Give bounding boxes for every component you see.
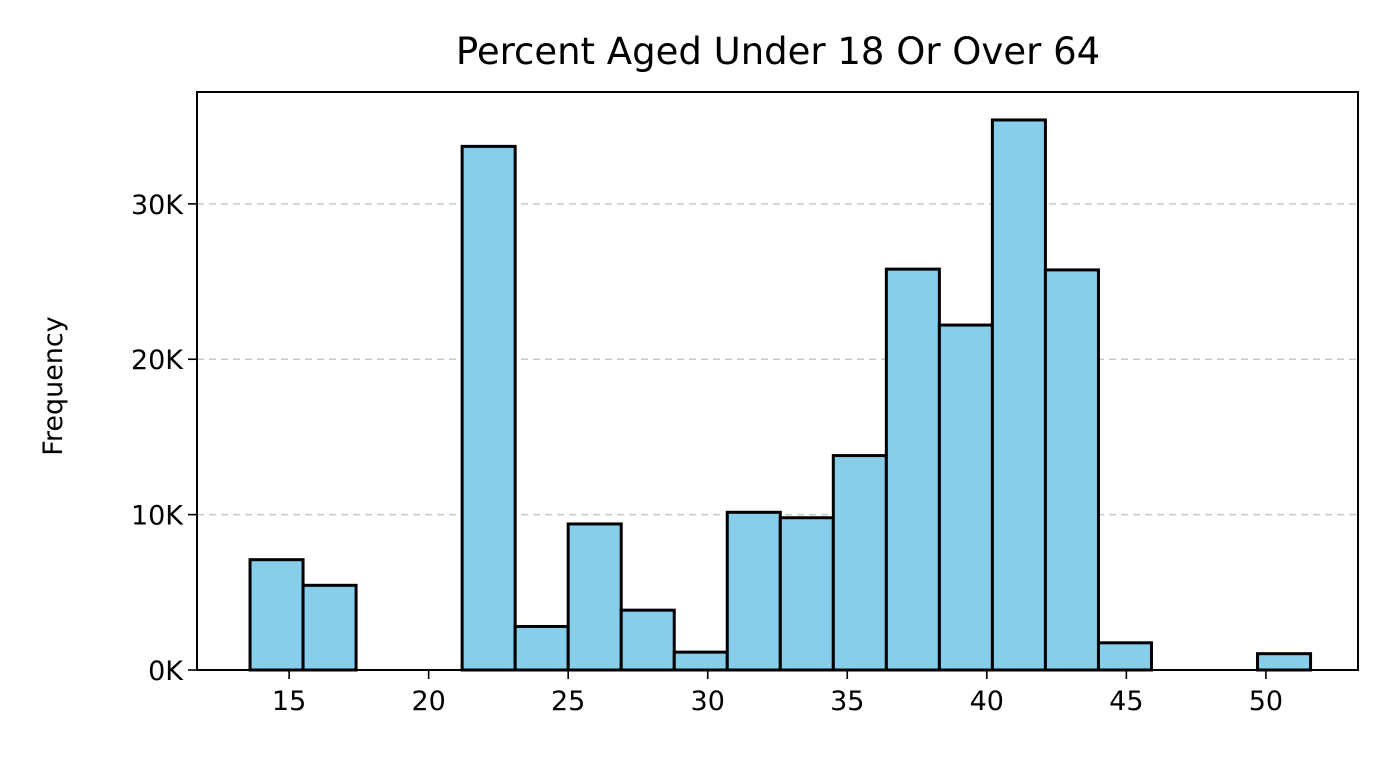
x-axis-ticks: 15 20 25 30 35 40 45 50 bbox=[272, 670, 1283, 717]
plot-frame bbox=[196, 91, 1359, 671]
histogram-bar bbox=[672, 650, 729, 672]
x-tick-label: 50 bbox=[1249, 686, 1283, 717]
y-axis-label: Frequency bbox=[38, 316, 69, 456]
y-tick-label: 10K bbox=[131, 501, 184, 532]
histogram-bar bbox=[831, 454, 888, 672]
histogram-bar bbox=[1096, 641, 1153, 672]
y-tick-label: 20K bbox=[131, 345, 184, 376]
histogram-bar bbox=[248, 558, 305, 672]
x-tick-label: 35 bbox=[830, 686, 864, 717]
x-tick-label: 20 bbox=[411, 686, 445, 717]
histogram-bar bbox=[566, 522, 623, 672]
histogram-bars bbox=[248, 118, 1313, 672]
x-tick-label: 25 bbox=[551, 686, 585, 717]
x-tick-label: 40 bbox=[970, 686, 1004, 717]
histogram-bar bbox=[1256, 652, 1313, 672]
histogram-bar bbox=[1043, 268, 1100, 672]
histogram-bar bbox=[990, 118, 1047, 672]
histogram-bar bbox=[460, 144, 517, 672]
histogram-bar bbox=[778, 516, 835, 672]
y-axis-ticks: 0K 10K 20K 30K bbox=[131, 190, 197, 687]
chart-title: Percent Aged Under 18 Or Over 64 bbox=[456, 30, 1100, 73]
x-tick-label: 45 bbox=[1109, 686, 1143, 717]
histogram-bar bbox=[937, 323, 994, 672]
histogram-bar bbox=[725, 510, 782, 672]
y-tick-label: 30K bbox=[131, 190, 184, 221]
y-gridlines bbox=[197, 203, 1358, 516]
x-tick-label: 15 bbox=[272, 686, 306, 717]
histogram-bar bbox=[619, 608, 676, 672]
histogram-bar bbox=[513, 624, 570, 672]
histogram-bar bbox=[301, 583, 358, 672]
x-tick-label: 30 bbox=[691, 686, 725, 717]
histogram-bar bbox=[884, 267, 941, 672]
y-tick-label: 0K bbox=[148, 656, 184, 687]
